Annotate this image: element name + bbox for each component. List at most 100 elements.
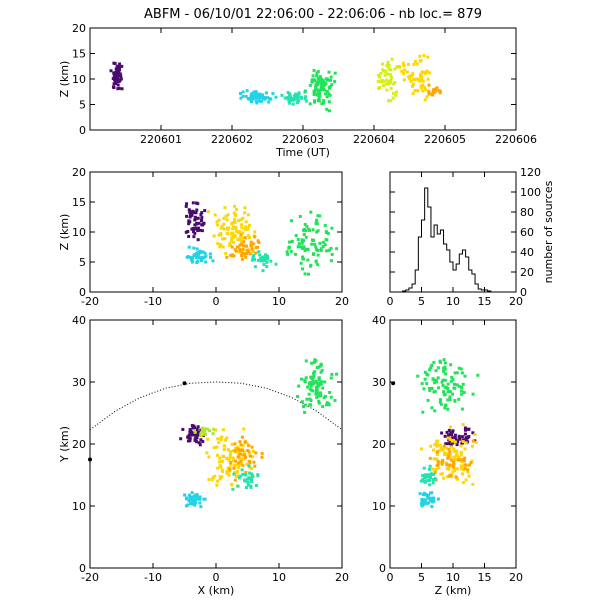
data-point bbox=[252, 90, 256, 94]
data-point bbox=[451, 378, 455, 382]
data-point bbox=[238, 243, 242, 247]
data-point bbox=[201, 256, 205, 260]
data-point bbox=[435, 380, 439, 384]
data-point bbox=[451, 441, 455, 445]
data-point bbox=[207, 455, 211, 459]
data-point bbox=[197, 441, 201, 445]
data-point bbox=[220, 475, 224, 479]
data-point bbox=[208, 429, 212, 433]
data-point bbox=[421, 83, 425, 87]
y-tick-label: 0 bbox=[79, 286, 86, 299]
data-point bbox=[242, 240, 246, 244]
data-point bbox=[235, 229, 239, 233]
data-point bbox=[216, 223, 220, 227]
data-point bbox=[418, 54, 422, 58]
data-point bbox=[427, 467, 431, 471]
y-axis-label: number of sources bbox=[542, 180, 555, 283]
data-point bbox=[473, 439, 477, 443]
data-point bbox=[225, 255, 229, 259]
data-point bbox=[308, 102, 312, 106]
data-point bbox=[448, 463, 452, 467]
histogram-line bbox=[390, 187, 516, 293]
data-point bbox=[228, 455, 232, 459]
cluster-5 bbox=[285, 210, 339, 276]
data-point bbox=[263, 258, 267, 262]
data-point bbox=[325, 230, 329, 234]
data-point bbox=[199, 213, 203, 217]
data-point bbox=[439, 460, 443, 464]
data-point bbox=[198, 497, 202, 501]
data-point bbox=[429, 491, 433, 495]
data-point bbox=[297, 92, 301, 96]
y-tick-label: 120 bbox=[520, 166, 541, 179]
data-point bbox=[402, 64, 406, 68]
data-point bbox=[266, 254, 270, 258]
data-point bbox=[382, 80, 386, 84]
data-point bbox=[196, 259, 200, 263]
data-point bbox=[453, 457, 457, 461]
data-point bbox=[222, 216, 226, 220]
data-point bbox=[269, 97, 273, 101]
data-point bbox=[189, 497, 193, 501]
data-point bbox=[248, 459, 252, 463]
data-point bbox=[333, 71, 337, 75]
data-point bbox=[464, 478, 468, 482]
data-point bbox=[300, 400, 304, 404]
data-point bbox=[392, 82, 396, 86]
x-tick-label: 220606 bbox=[495, 133, 537, 146]
data-point bbox=[423, 85, 427, 89]
data-point bbox=[118, 78, 122, 82]
data-point bbox=[445, 453, 449, 457]
data-point bbox=[226, 448, 230, 452]
data-point bbox=[459, 386, 463, 390]
data-point bbox=[259, 256, 263, 260]
data-point bbox=[432, 457, 436, 461]
data-point bbox=[216, 479, 220, 483]
data-point bbox=[222, 455, 226, 459]
data-point bbox=[233, 471, 237, 475]
data-point bbox=[225, 470, 229, 474]
data-point bbox=[201, 250, 205, 254]
data-point bbox=[241, 448, 245, 452]
data-point bbox=[335, 247, 339, 251]
data-point bbox=[297, 384, 301, 388]
data-point bbox=[230, 442, 234, 446]
data-point bbox=[251, 455, 255, 459]
data-point bbox=[225, 218, 229, 222]
data-point bbox=[227, 458, 231, 462]
data-point bbox=[452, 467, 456, 471]
station-marker bbox=[88, 457, 92, 462]
data-point bbox=[386, 80, 390, 84]
x-tick-label: -10 bbox=[144, 571, 162, 584]
data-point bbox=[230, 254, 234, 258]
data-point bbox=[448, 425, 452, 429]
data-point bbox=[460, 389, 464, 393]
data-point bbox=[433, 381, 437, 385]
data-point bbox=[428, 456, 432, 460]
data-point bbox=[223, 206, 227, 210]
data-point bbox=[215, 453, 219, 457]
data-point bbox=[434, 378, 438, 382]
data-point bbox=[424, 473, 428, 477]
data-point bbox=[241, 90, 245, 94]
data-point bbox=[200, 426, 204, 430]
data-point bbox=[377, 75, 381, 79]
data-point bbox=[442, 393, 446, 397]
data-point bbox=[186, 439, 190, 443]
data-point bbox=[445, 463, 449, 467]
data-point bbox=[311, 378, 315, 382]
data-point bbox=[402, 72, 406, 76]
data-point bbox=[303, 380, 307, 384]
data-point bbox=[250, 476, 254, 480]
data-point bbox=[443, 434, 447, 438]
data-point bbox=[248, 223, 252, 227]
data-point bbox=[455, 441, 459, 445]
data-point bbox=[234, 225, 238, 229]
data-point bbox=[315, 74, 319, 78]
data-point bbox=[308, 397, 312, 401]
data-point bbox=[231, 221, 235, 225]
data-point bbox=[196, 216, 200, 220]
data-point bbox=[315, 93, 319, 97]
data-point bbox=[213, 474, 217, 478]
x-tick-label: 220602 bbox=[211, 133, 253, 146]
